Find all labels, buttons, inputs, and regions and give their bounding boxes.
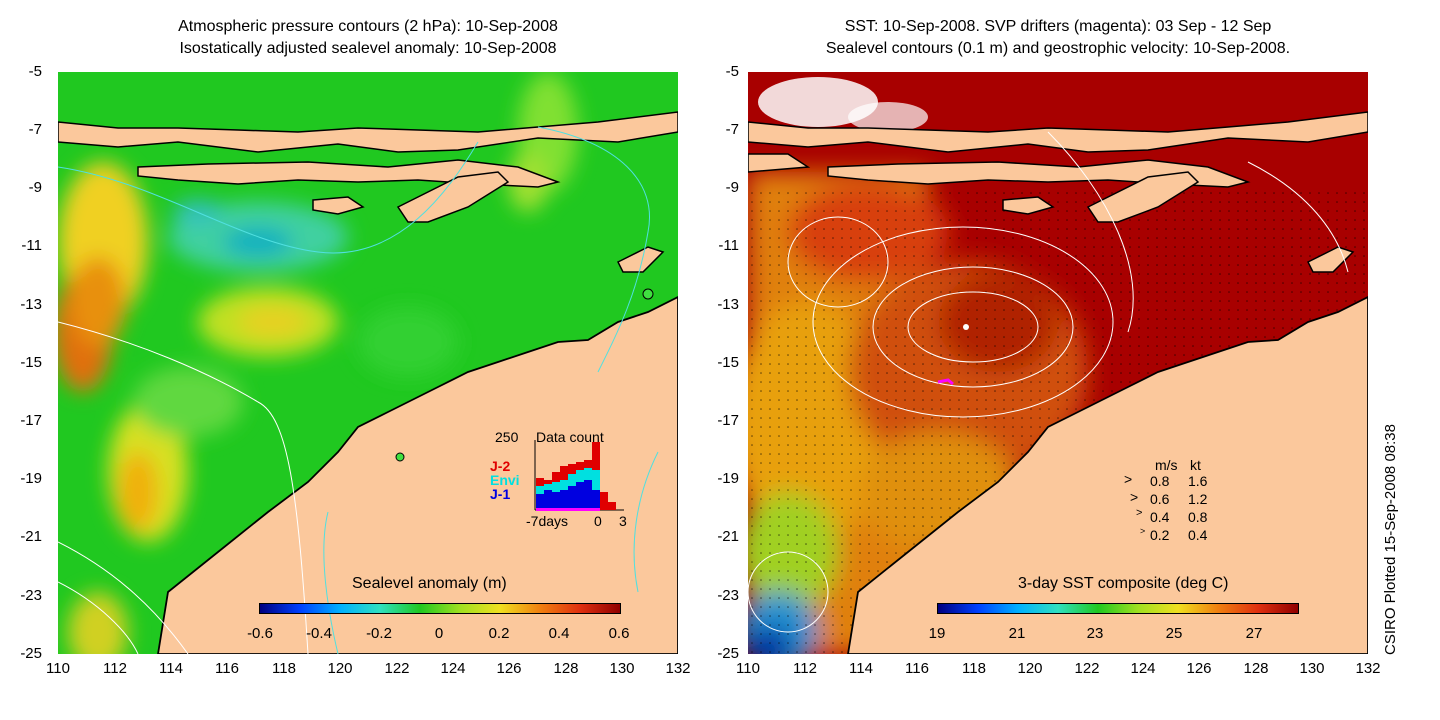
left-cbar-tick: -0.2 [366,625,392,642]
sealevel-anomaly-map [58,72,678,654]
left-y-tick: -13 [20,296,42,313]
right-x-tick: 126 [1186,660,1212,677]
left-title: Atmospheric pressure contours (2 hPa): 1… [58,16,678,60]
right-y-tick: -15 [717,354,739,371]
sealevel-anomaly-map-svg [58,72,678,654]
left-y-tick: -21 [20,528,42,545]
velocity-legend-kt: 0.8 [1188,509,1208,525]
inset-title: Data count [536,429,604,445]
right-x-tick: 122 [1074,660,1100,677]
right-cbar-tick: 25 [1165,625,1183,642]
left-cbar-tick: 0.4 [548,625,570,642]
left-x-tick: 114 [159,660,183,677]
left-x-tick: 122 [384,660,410,677]
left-title-line2: Isostatically adjusted sealevel anomaly:… [179,40,557,57]
inset-legend-envi: Envi [490,472,520,488]
right-y-tick: -13 [717,296,739,313]
left-x-tick: 112 [103,660,127,677]
left-cbar-tick: -0.6 [247,625,273,642]
inset-legend-j1: J-1 [490,486,511,502]
right-y-tick: -19 [717,470,739,487]
left-x-tick: 126 [496,660,522,677]
left-y-tick: -5 [28,63,42,80]
right-y-tick: -17 [717,412,739,429]
right-colorbar-title: 3-day SST composite (deg C) [1018,575,1229,592]
left-cbar-tick: -0.4 [306,625,332,642]
velocity-legend-kt: 1.6 [1188,473,1208,489]
left-y-tick: -11 [21,237,42,254]
left-colorbar [259,603,621,614]
velocity-legend-arrow-icon: > [1124,471,1133,487]
right-colorbar [937,603,1299,614]
right-title-line1: SST: 10-Sep-2008. SVP drifters (magenta)… [844,18,1272,35]
left-cbar-tick: 0.6 [608,625,630,642]
right-land-australia [847,295,1368,654]
left-x-tick: 130 [609,660,635,677]
inset-top-value: 250 [495,429,519,445]
right-y-tick: -7 [725,121,739,138]
velocity-legend-arrow-icon: > [1136,507,1143,519]
right-x-tick: 132 [1355,660,1381,677]
right-cbar-tick: 21 [1008,625,1026,642]
velocity-legend-header-ms: m/s [1155,457,1178,473]
right-y-tick: -23 [717,587,739,604]
inset-x-mid: 0 [594,513,602,529]
velocity-legend-arrow-icon: > [1130,489,1139,505]
right-x-tick: 124 [1130,660,1156,677]
left-cbar-tick: 0.2 [488,625,510,642]
left-y-tick: -7 [28,121,42,138]
right-cbar-tick: 27 [1245,625,1263,642]
left-x-tick: 128 [553,660,579,677]
left-y-tick: -9 [28,179,42,196]
left-x-tick: 118 [272,660,296,677]
right-x-tick: 116 [905,660,929,677]
sst-map-svg [748,72,1368,654]
left-y-tick: -17 [20,412,42,429]
inset-x-right: 3 [619,513,627,529]
velocity-legend-kt: 1.2 [1188,491,1208,507]
left-land-australia [157,295,678,654]
right-cbar-tick: 23 [1086,625,1104,642]
right-x-tick: 120 [1017,660,1043,677]
left-x-tick: 110 [46,660,70,677]
right-y-tick: -25 [717,645,739,662]
velocity-legend-ms: 0.8 [1150,473,1170,489]
left-title-line1: Atmospheric pressure contours (2 hPa): 1… [178,18,558,35]
right-y-tick: -21 [717,528,739,545]
velocity-legend-ms: 0.4 [1150,509,1170,525]
right-x-tick: 118 [962,660,986,677]
velocity-legend-arrow-icon: > [1140,526,1146,536]
inset-legend-j2: J-2 [490,458,511,474]
right-cbar-tick: 19 [928,625,946,642]
left-cbar-tick: 0 [434,625,444,642]
right-y-tick: -9 [725,179,739,196]
right-x-tick: 128 [1243,660,1269,677]
velocity-legend-ms: 0.6 [1150,491,1170,507]
right-title: SST: 10-Sep-2008. SVP drifters (magenta)… [748,16,1368,60]
left-y-tick: -19 [20,470,42,487]
left-y-tick: -25 [20,645,42,662]
left-colorbar-title: Sealevel anomaly (m) [352,575,507,592]
right-x-tick: 130 [1299,660,1325,677]
left-y-tick: -15 [20,354,42,371]
data-count-histogram [534,440,624,511]
left-x-tick: 116 [215,660,239,677]
right-y-tick: -5 [725,63,739,80]
right-title-line2: Sealevel contours (0.1 m) and geostrophi… [825,40,1291,57]
left-x-tick: 124 [440,660,466,677]
left-y-tick: -23 [20,587,42,604]
inset-x-left: -7days [526,513,569,529]
left-land-north [58,111,678,153]
right-x-tick: 110 [736,660,760,677]
velocity-legend-ms: 0.2 [1150,527,1170,543]
right-x-tick: 114 [849,660,873,677]
left-x-tick: 120 [327,660,353,677]
velocity-legend-header-kt: kt [1190,457,1201,473]
right-x-tick: 112 [793,660,817,677]
left-x-tick: 132 [665,660,691,677]
credit-label: CSIRO Plotted 15-Sep-2008 08:38 [1382,424,1399,655]
right-y-tick: -11 [718,237,739,254]
sst-map [748,72,1368,654]
velocity-legend-kt: 0.4 [1188,527,1208,543]
